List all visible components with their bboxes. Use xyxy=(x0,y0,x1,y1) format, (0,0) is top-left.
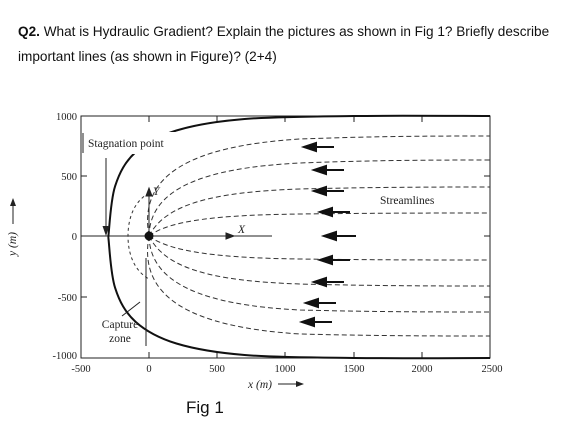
stagnation-pointer-arrow-icon xyxy=(102,226,110,236)
x-tick-label: 2000 xyxy=(412,364,433,375)
stagnation-label-bg xyxy=(83,132,191,154)
x-marker-arrow-icon xyxy=(225,232,236,240)
streamlines xyxy=(147,135,490,337)
capture-zone-pointer xyxy=(121,301,141,317)
stagnation-point-label: Stagnation point xyxy=(88,138,165,150)
capture-zone-label-line1: Capture xyxy=(102,319,138,331)
y-tick-label: 0 xyxy=(72,232,77,243)
x-tick-label: 0 xyxy=(146,364,151,375)
streamlines-label: Streamlines xyxy=(380,195,435,207)
question-number: Q2. xyxy=(18,24,40,39)
capture-zone-envelope-upper xyxy=(107,114,491,238)
y-marker: Y xyxy=(153,186,161,198)
x-axis-label: x (m) xyxy=(247,379,272,391)
flow-arrows xyxy=(298,141,356,328)
capture-zone-label-line2: zone xyxy=(109,333,131,345)
y-tick-label: 1000 xyxy=(56,112,77,123)
capture-zone-boundary xyxy=(127,192,150,280)
x-tick-label: 500 xyxy=(209,364,225,375)
y-marker-arrow-icon xyxy=(145,186,153,197)
question-body: What is Hydraulic Gradient? Explain the … xyxy=(18,24,550,64)
figure-caption: Fig 1 xyxy=(186,398,224,417)
x-tick-label: 1500 xyxy=(344,364,365,375)
question-text: Q2. What is Hydraulic Gradient? Explain … xyxy=(18,19,578,69)
x-tick-label: -500 xyxy=(71,364,90,375)
streamlines-label-bg xyxy=(376,193,452,208)
well-point xyxy=(144,231,154,241)
x-marker: X xyxy=(237,224,246,236)
capture-zone-envelope-lower xyxy=(107,236,491,360)
y-tick-label: -1000 xyxy=(53,351,78,362)
local-axes xyxy=(145,186,236,240)
y-tick-label: -500 xyxy=(58,293,77,304)
y-tick-label: 500 xyxy=(61,172,77,183)
x-tick-label: 1000 xyxy=(275,364,296,375)
x-tick-label: 2500 xyxy=(482,364,503,375)
y-axis-label: y (m) xyxy=(7,232,19,257)
